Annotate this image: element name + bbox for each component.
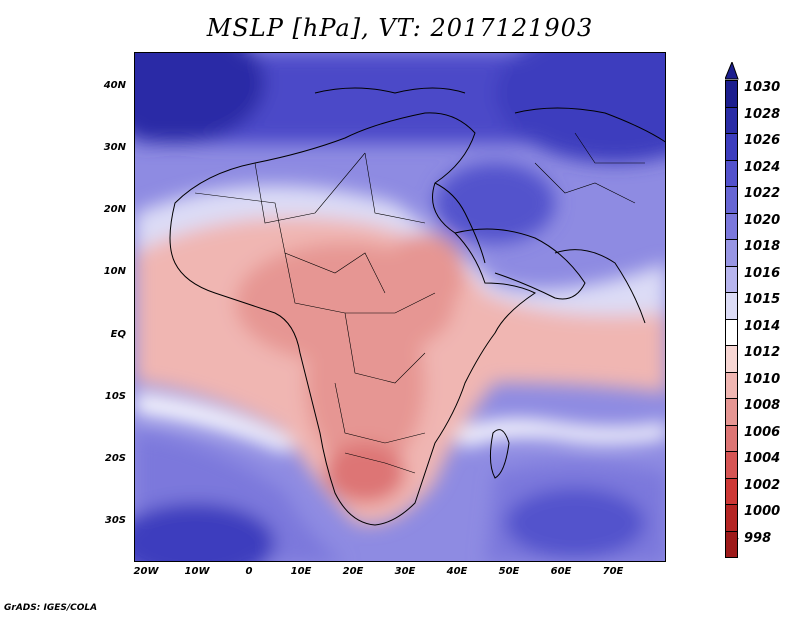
pressure-field: [135, 53, 665, 561]
x-tick-label: 70E: [602, 566, 624, 577]
colorbar-label: 1026: [744, 133, 781, 148]
colorbar-swatch: [725, 80, 738, 108]
y-tick-label: 40N: [103, 80, 126, 91]
y-tick-label: 30N: [103, 142, 126, 153]
colorbar-label: 1002: [744, 477, 781, 493]
colorbar-swatch: [725, 318, 738, 346]
x-tick-label: 20W: [133, 566, 159, 577]
colorbar-swatch: [725, 159, 738, 187]
colorbar-swatch: [725, 106, 738, 134]
colorbar-swatch: [725, 477, 738, 505]
colorbar-label: 1030: [744, 80, 781, 95]
colorbar-label: 1022: [744, 186, 781, 201]
colorbar-label: 998: [744, 530, 772, 546]
coastlines: [169, 87, 665, 526]
colorbar-swatch: [725, 451, 738, 479]
y-tick-label: EQ: [110, 329, 126, 340]
colorbar-swatch: [725, 345, 738, 373]
colorbar-swatch: [725, 212, 738, 240]
x-tick-label: 50E: [498, 566, 520, 577]
colorbar-label: 1008: [744, 398, 781, 413]
x-tick-label: 30E: [394, 566, 416, 577]
colorbar-swatch: [725, 398, 738, 426]
pressure-map: [134, 52, 666, 562]
colorbar-label: 1006: [744, 424, 781, 440]
credit-label: GrADS: IGES/COLA: [4, 603, 98, 613]
colorbar-label: 1020: [744, 212, 781, 228]
map-canvas: [135, 53, 665, 561]
colorbar-swatch: [725, 265, 738, 293]
colorbar-label: 1024: [744, 159, 781, 175]
colorbar-label: 1018: [744, 239, 781, 254]
colorbar-label: 1028: [744, 106, 781, 122]
colorbar-label: 1016: [744, 265, 781, 281]
x-tick-label: 60E: [550, 566, 572, 577]
colorbar-label: 1000: [744, 504, 781, 519]
colorbar-swatch: [725, 424, 738, 452]
y-tick-label: 10N: [103, 266, 126, 277]
x-tick-label: 0: [245, 566, 253, 577]
colorbar-swatch: [725, 504, 738, 532]
colorbar-swatch: [725, 133, 738, 161]
colorbar-label: 1004: [744, 451, 781, 466]
colorbar-swatch: [725, 239, 738, 267]
borders: [194, 132, 645, 474]
colorbar-swatch: [725, 371, 738, 399]
colorbar-swatch: [725, 292, 738, 320]
colorbar-label: 1010: [744, 371, 781, 387]
colorbar-label: 1015: [744, 292, 781, 307]
x-tick-label: 20E: [342, 566, 364, 577]
colorbar-label: 1014: [744, 318, 781, 334]
y-tick-label: 30S: [104, 515, 126, 526]
y-tick-label: 10S: [104, 391, 126, 402]
colorbar-label: 1012: [744, 345, 781, 360]
x-tick-label: 40E: [446, 566, 468, 577]
x-tick-label: 10E: [290, 566, 312, 577]
x-tick-label: 10W: [184, 566, 210, 577]
chart-title: MSLP [hPa], VT: 2017121903: [206, 14, 594, 42]
colorbar-swatch: [725, 186, 738, 214]
y-tick-label: 20N: [103, 204, 126, 215]
y-tick-label: 20S: [104, 453, 126, 464]
colorbar-top-arrow: [725, 62, 739, 80]
colorbar-swatch: [725, 530, 738, 558]
